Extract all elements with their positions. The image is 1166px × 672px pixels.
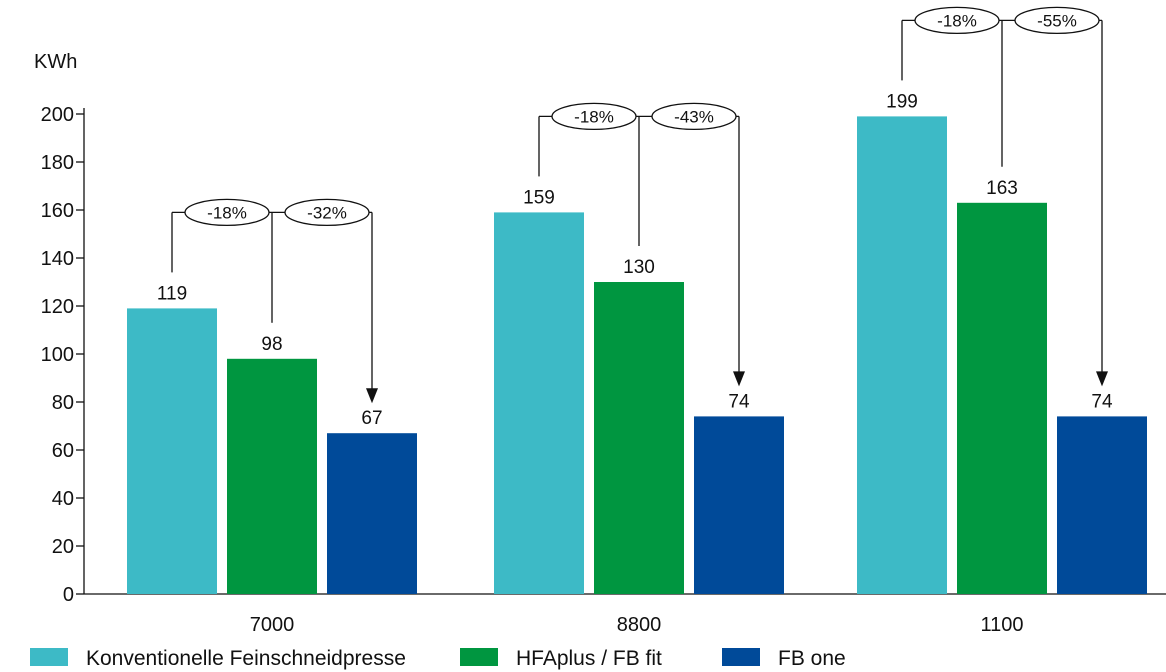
percent-label: -18% xyxy=(937,11,977,30)
percent-bubble xyxy=(284,198,370,227)
arrow-head xyxy=(1096,371,1108,387)
percent-label: -18% xyxy=(207,203,247,222)
bar xyxy=(327,433,417,594)
legend-swatch xyxy=(460,648,498,666)
y-tick-label: 140 xyxy=(41,248,74,270)
percent-bubble xyxy=(1014,6,1100,35)
bar xyxy=(1057,416,1147,594)
y-tick-label: 120 xyxy=(41,296,74,318)
bar xyxy=(857,116,947,595)
percent-bubble xyxy=(551,102,637,131)
bar-value-label: 159 xyxy=(523,187,555,208)
x-tick-label: 8800 xyxy=(617,614,662,636)
percent-label: -18% xyxy=(574,107,614,126)
percent-bubble xyxy=(914,6,1000,35)
x-tick-label: 1100 xyxy=(980,614,1023,636)
bar-value-label: 119 xyxy=(157,283,187,304)
percent-label: -55% xyxy=(1037,11,1077,30)
annotations: -18% -32% -18% -43% -18% -55% xyxy=(171,6,1108,404)
bar-value-label: 67 xyxy=(361,408,382,429)
percent-label: -32% xyxy=(307,203,347,222)
bar-value-label: 163 xyxy=(986,178,1018,199)
legend: Konventionelle Feinschneidpresse HFAplus … xyxy=(30,647,846,670)
x-tick-label: 7000 xyxy=(250,614,295,636)
bar xyxy=(127,308,217,594)
bar xyxy=(594,282,684,594)
y-tick-label: 80 xyxy=(52,392,74,414)
axes: 0 20 40 60 80 100 120 140 160 180 200 7000 8800 1100 xyxy=(41,104,1166,636)
percent-bubble xyxy=(651,102,737,131)
bars: 119 98 67 159 130 74 199 163 74 xyxy=(127,91,1147,595)
arrow-head xyxy=(733,371,745,387)
y-tick-label: 180 xyxy=(41,152,74,174)
percent-bubble xyxy=(184,198,270,227)
y-tick-label: 40 xyxy=(52,488,74,510)
bar-value-label: 74 xyxy=(728,391,750,412)
bar-value-label: 130 xyxy=(623,257,655,278)
legend-label: Konventionelle Feinschneidpresse xyxy=(86,647,406,670)
y-tick-label: 200 xyxy=(41,104,74,126)
legend-label: HFAplus / FB fit xyxy=(516,647,662,670)
y-tick-label: 0 xyxy=(63,584,74,606)
y-axis-label: KWh xyxy=(34,51,77,73)
bar-value-label: 199 xyxy=(886,91,918,112)
y-tick-label: 20 xyxy=(52,536,74,558)
y-tick-label: 60 xyxy=(52,440,74,462)
bar-value-label: 98 xyxy=(261,334,282,355)
bar xyxy=(494,212,584,594)
bar xyxy=(957,202,1047,595)
legend-label: FB one xyxy=(778,647,846,670)
legend-swatch xyxy=(30,648,68,666)
bar-value-label: 74 xyxy=(1091,391,1113,412)
y-tick-label: 100 xyxy=(41,344,74,366)
y-tick-label: 160 xyxy=(41,200,74,222)
percent-label: -43% xyxy=(674,107,714,126)
legend-swatch xyxy=(722,648,760,666)
bar xyxy=(227,358,317,594)
bar xyxy=(694,416,784,594)
arrow-head xyxy=(366,388,378,404)
